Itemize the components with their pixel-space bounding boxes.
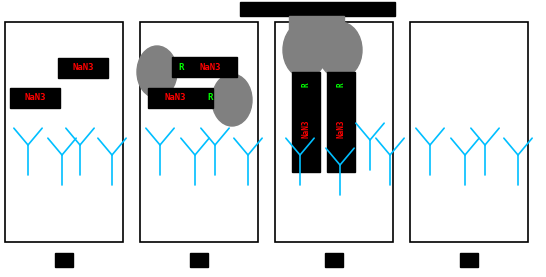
Bar [289, 16, 344, 38]
Bar [172, 57, 237, 77]
Bar [292, 72, 320, 172]
Bar [148, 88, 213, 108]
Bar [410, 22, 528, 242]
Bar [58, 58, 108, 78]
Ellipse shape [137, 46, 177, 98]
Ellipse shape [283, 22, 327, 78]
Bar [327, 72, 355, 172]
Ellipse shape [318, 22, 362, 78]
Text: R: R [336, 82, 346, 87]
Text: NaN3: NaN3 [72, 63, 94, 73]
Text: NaN3: NaN3 [24, 94, 46, 102]
Bar [5, 22, 123, 242]
Bar [140, 22, 258, 242]
Bar [460, 253, 478, 267]
Bar [55, 253, 73, 267]
Text: NaN3: NaN3 [301, 120, 311, 138]
Text: R: R [178, 63, 183, 71]
Text: R: R [301, 82, 311, 87]
Bar [190, 253, 208, 267]
Text: R: R [207, 94, 212, 102]
Bar [325, 253, 343, 267]
Bar [275, 22, 393, 242]
Bar [10, 88, 60, 108]
Text: NaN3: NaN3 [199, 63, 221, 71]
Bar [240, 2, 395, 16]
Text: NaN3: NaN3 [336, 120, 346, 138]
Text: NaN3: NaN3 [164, 94, 186, 102]
Ellipse shape [212, 74, 252, 126]
